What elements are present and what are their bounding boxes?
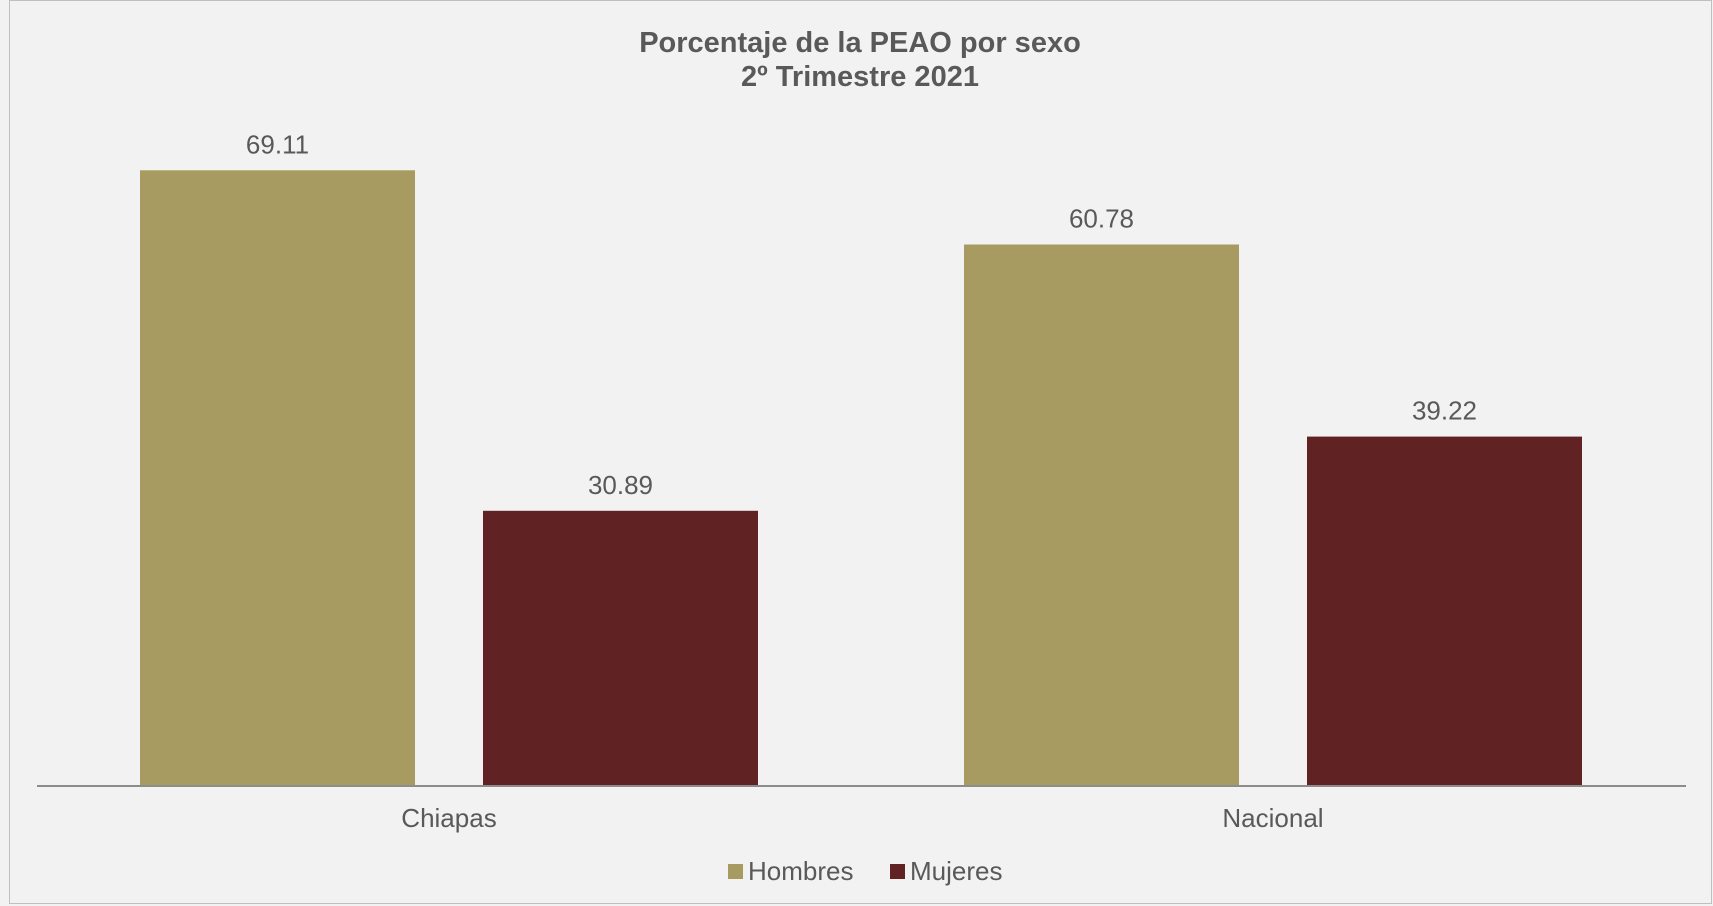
category-label-chiapas: Chiapas [401,803,496,833]
legend: Hombres Mujeres [728,856,1002,886]
data-label-hombres-nacional: 60.78 [1069,204,1134,234]
category-label-nacional: Nacional [1222,803,1323,833]
bar-hombres-nacional [964,244,1239,787]
chart-subtitle: 2º Trimestre 2021 [741,61,979,93]
data-label-mujeres-nacional: 39.22 [1412,396,1477,426]
legend-swatch-mujeres [890,864,905,879]
legend-label-mujeres: Mujeres [910,856,1002,886]
data-label-hombres-chiapas: 69.11 [246,129,309,159]
category-labels-group: Chiapas Nacional [401,803,1323,833]
bar-mujeres-nacional [1307,436,1582,786]
bar-hombres-chiapas [140,170,415,786]
bar-mujeres-chiapas [483,510,758,786]
value-labels-group: 69.11 30.89 60.78 39.22 [246,129,1477,500]
bars-group [140,170,1582,787]
legend-swatch-hombres [728,864,743,879]
chart-title: Porcentaje de la PEAO por sexo [639,27,1081,59]
legend-label-hombres: Hombres [748,856,853,886]
data-label-mujeres-chiapas: 30.89 [588,470,653,500]
